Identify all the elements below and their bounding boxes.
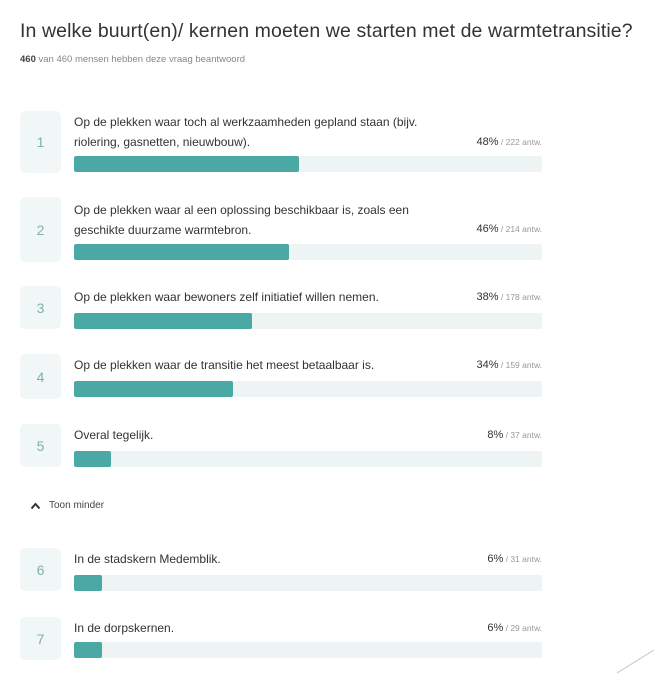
answer-label: Op de plekken waar al een oplossing besc… (74, 203, 409, 237)
answer-count: / 29 antw. (503, 623, 542, 633)
answer-label: Op de plekken waar bewoners zelf initiat… (74, 290, 379, 304)
answer-percentage: 48% / 222 antw. (476, 136, 542, 148)
answer-label: Op de plekken waar toch al werkzaamheden… (74, 115, 418, 149)
answer-label: Op de plekken waar de transitie het mees… (74, 358, 375, 372)
response-summary-text: van 460 mensen hebben deze vraag beantwo… (35, 54, 246, 65)
answer-row-3: 3 Op de plekken waar bewoners zelf initi… (20, 286, 542, 329)
result-bar-track (74, 381, 542, 397)
answer-count: / 214 antw. (498, 224, 542, 234)
question-title: In welke buurt(en)/ kernen moeten we sta… (20, 20, 633, 42)
answer-count: / 37 antw. (503, 430, 542, 440)
answer-number: 1 (20, 111, 61, 173)
result-bar-fill (74, 451, 112, 467)
answer-count: / 31 antw. (503, 554, 542, 564)
result-bar-track (74, 575, 542, 591)
answer-count: / 178 antw. (498, 292, 542, 302)
result-bar-track (74, 156, 542, 172)
answer-number: 7 (20, 617, 61, 660)
answer-row-5: 5 Overal tegelijk. 8% / 37 antw. (20, 424, 542, 467)
result-bar-fill (74, 381, 234, 397)
percent-value: 34% (476, 359, 499, 371)
result-bar-track (74, 313, 542, 329)
answer-percentage: 34% / 159 antw. (476, 359, 542, 371)
response-count: 460 (20, 54, 36, 65)
toggle-label: Toon minder (49, 500, 105, 511)
answer-row-2: 2 Op de plekken waar al een oplossing be… (20, 197, 542, 262)
result-bar-track (74, 642, 542, 658)
result-bar-fill (74, 244, 290, 260)
answer-percentage: 6% / 29 antw. (487, 622, 542, 634)
answer-label: Overal tegelijk. (74, 428, 154, 442)
result-bar-fill (74, 642, 103, 658)
answer-label: In de stadskern Medemblik. (74, 552, 221, 566)
answer-row-7: 7 In de dorpskernen. 6% / 29 antw. (20, 617, 542, 660)
answer-count: / 159 antw. (498, 360, 542, 370)
answer-row-6: 6 In de stadskern Medemblik. 6% / 31 ant… (20, 548, 542, 591)
answer-label: In de dorpskernen. (74, 621, 175, 635)
toon-minder-toggle[interactable]: Toon minder (30, 500, 104, 511)
answer-number: 2 (20, 197, 61, 262)
answer-percentage: 46% / 214 antw. (476, 223, 542, 235)
answer-percentage: 6% / 31 antw. (487, 553, 542, 565)
percent-value: 6% (487, 622, 504, 634)
answer-row-4: 4 Op de plekken waar de transitie het me… (20, 354, 542, 399)
percent-value: 6% (487, 553, 504, 565)
answer-count: / 222 antw. (498, 137, 542, 147)
answer-number: 4 (20, 354, 61, 399)
percent-value: 38% (476, 291, 499, 303)
answer-percentage: 38% / 178 antw. (476, 291, 542, 303)
answer-number: 6 (20, 548, 61, 591)
result-bar-track (74, 451, 542, 467)
result-bar-fill (74, 156, 299, 172)
result-bar-track (74, 244, 542, 260)
answer-row-1: 1 Op de plekken waar toch al werkzaamhed… (20, 111, 542, 173)
chevron-up-icon (30, 501, 41, 509)
corner-decoration (616, 649, 655, 674)
percent-value: 48% (476, 136, 499, 148)
result-bar-fill (74, 575, 103, 591)
answer-number: 3 (20, 286, 61, 329)
result-bar-fill (74, 313, 252, 329)
answer-percentage: 8% / 37 antw. (487, 429, 542, 441)
response-summary: 460 van 460 mensen hebben deze vraag bea… (20, 54, 245, 65)
percent-value: 46% (476, 223, 499, 235)
percent-value: 8% (487, 429, 504, 441)
answer-number: 5 (20, 424, 61, 467)
